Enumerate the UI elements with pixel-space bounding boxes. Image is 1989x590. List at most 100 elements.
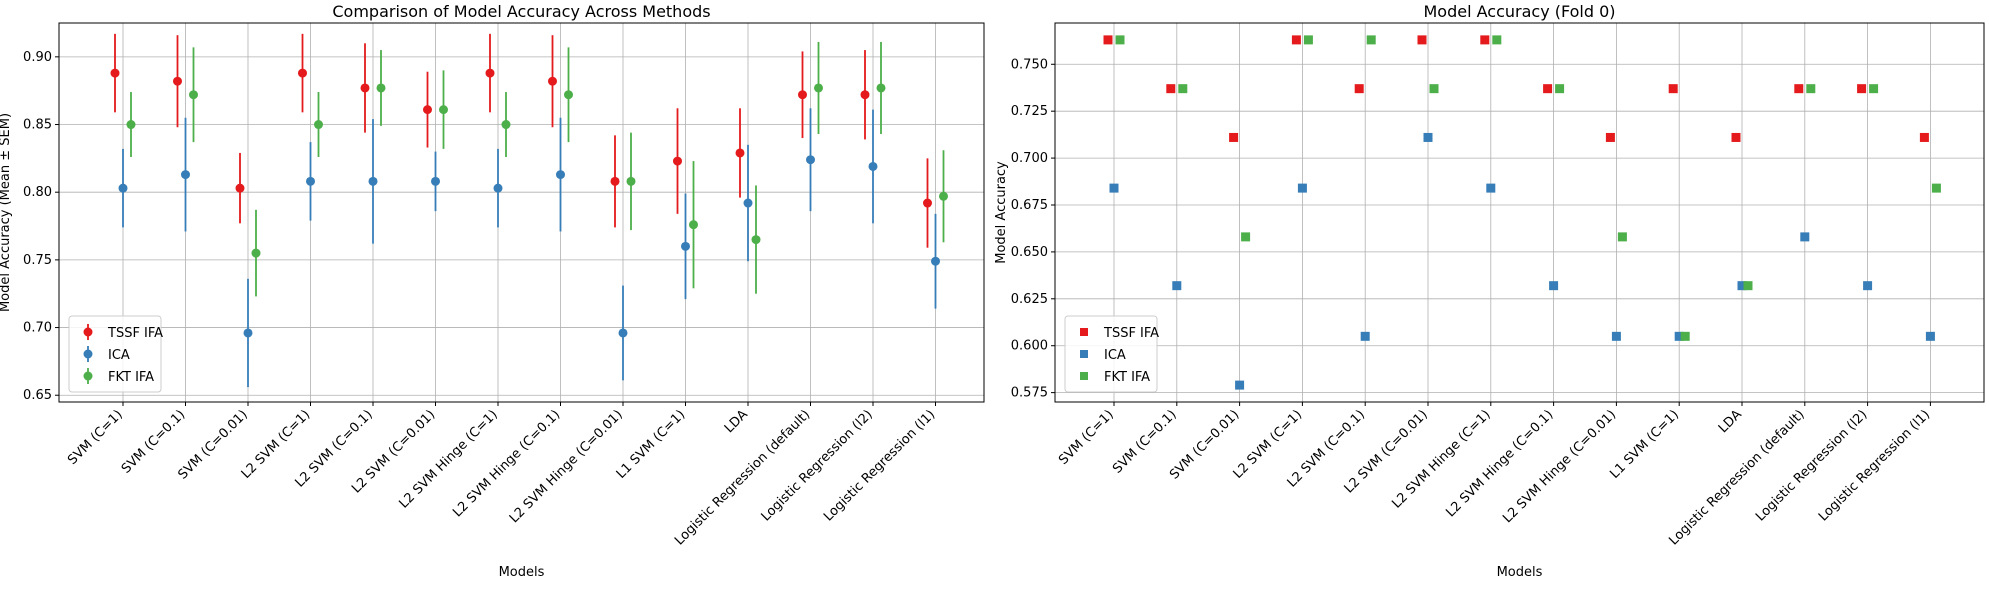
data-point xyxy=(1737,281,1747,291)
data-point xyxy=(1617,232,1627,242)
data-point xyxy=(1115,35,1125,45)
x-tick-label: L2 SVM Hinge (C=0.01) xyxy=(507,407,626,526)
x-axis-label: Models xyxy=(1497,565,1543,580)
data-point xyxy=(1423,132,1433,142)
legend-label: FKT IFA xyxy=(108,370,154,385)
data-point xyxy=(501,120,511,130)
x-tick-label: L2 SVM Hinge (C=0.01) xyxy=(1500,407,1619,526)
y-tick-label: 0.80 xyxy=(23,185,52,200)
y-tick-label: 0.600 xyxy=(1011,339,1048,354)
data-point xyxy=(1674,331,1684,341)
data-point xyxy=(1857,84,1867,94)
data-point xyxy=(118,183,128,193)
x-tick-label: SVM (C=0.1) xyxy=(1110,407,1179,476)
data-point xyxy=(1486,183,1496,193)
data-point xyxy=(1429,84,1439,94)
data-point xyxy=(876,83,886,93)
data-point xyxy=(1555,84,1565,94)
y-tick-label: 0.725 xyxy=(1011,104,1048,119)
data-point xyxy=(235,183,245,193)
legend-marker xyxy=(1080,350,1088,358)
data-point xyxy=(1605,132,1615,142)
y-tick-label: 0.675 xyxy=(1011,198,1048,213)
data-point xyxy=(181,170,190,180)
data-point xyxy=(1743,281,1753,291)
data-point xyxy=(126,120,136,130)
data-point xyxy=(689,220,698,230)
data-point xyxy=(1172,281,1182,291)
y-tick-label: 0.75 xyxy=(23,253,52,268)
data-point xyxy=(548,76,557,86)
legend-box xyxy=(68,315,162,393)
legend-marker xyxy=(83,349,93,359)
data-point xyxy=(360,83,370,93)
data-point xyxy=(1178,84,1188,94)
legend-label: TSSF IFA xyxy=(107,326,163,341)
legend-label: TSSF IFA xyxy=(1103,326,1159,341)
x-tick-label: L2 SVM Hinge (C=0.1) xyxy=(1443,407,1556,520)
y-tick-label: 0.70 xyxy=(23,321,52,336)
data-point xyxy=(618,328,628,338)
x-tick-label: LDA xyxy=(1716,407,1745,436)
plot-area-frame xyxy=(1054,22,1985,403)
data-point xyxy=(314,120,323,130)
data-point xyxy=(1291,35,1301,45)
legend-marker xyxy=(83,371,93,381)
data-point xyxy=(1354,84,1364,94)
data-point xyxy=(1166,84,1176,94)
data-point xyxy=(798,90,807,100)
chart-panel-1: 0.575 0.600 0.625 0.650 0.675 0.700 0.725 0.750… xyxy=(994,2,1985,580)
data-point xyxy=(423,105,432,115)
data-point xyxy=(110,68,120,78)
x-tick-label: SVM (C=1) xyxy=(65,407,126,468)
data-point xyxy=(189,90,198,100)
y-tick-label: 0.65 xyxy=(23,388,52,403)
data-point xyxy=(735,148,745,158)
y-tick-label: 0.625 xyxy=(1011,292,1048,307)
data-point xyxy=(1103,35,1113,45)
data-point xyxy=(923,198,932,208)
y-tick-label: 0.700 xyxy=(1011,151,1048,166)
data-point xyxy=(376,83,386,93)
chart-title: Comparison of Model Accuracy Across Meth… xyxy=(332,2,710,21)
legend-label: ICA xyxy=(108,348,130,363)
data-point xyxy=(306,176,315,186)
data-point xyxy=(1869,84,1879,94)
data-point xyxy=(610,176,620,186)
data-point xyxy=(931,256,940,266)
plot-area-frame xyxy=(58,22,985,403)
legend-marker xyxy=(1080,328,1088,336)
data-point xyxy=(1229,132,1239,142)
data-point xyxy=(751,235,761,245)
legend: TSSF IFA ICA FKT IFA xyxy=(1064,315,1159,393)
data-point xyxy=(673,156,682,166)
legend-label: ICA xyxy=(1104,348,1126,363)
data-point xyxy=(1297,183,1307,193)
data-point xyxy=(626,176,636,186)
data-point xyxy=(1492,35,1502,45)
data-point xyxy=(1925,331,1935,341)
data-point xyxy=(173,76,182,86)
data-point xyxy=(1366,35,1376,45)
x-tick-label: Logistic Regression (l2) xyxy=(759,407,876,524)
chart-title: Model Accuracy (Fold 0) xyxy=(1423,2,1615,21)
data-point xyxy=(298,68,307,78)
data-point xyxy=(1241,232,1251,242)
chart-panel-0: 0.65 0.70 0.75 0.80 0.85 0.90 SVM (C=1)SVM (C=… xyxy=(0,2,985,580)
data-point xyxy=(1611,331,1621,341)
y-tick-label: 0.750 xyxy=(1011,57,1048,72)
y-axis-label: Model Accuracy (Mean ± SEM) xyxy=(0,113,13,312)
data-point xyxy=(1794,84,1804,94)
legend-marker xyxy=(1080,372,1088,380)
data-point xyxy=(681,241,690,251)
data-point xyxy=(868,161,878,171)
data-point xyxy=(1417,35,1427,45)
y-tick-label: 0.575 xyxy=(1011,386,1048,401)
data-point xyxy=(1919,132,1929,142)
data-point xyxy=(1360,331,1370,341)
data-point xyxy=(1931,183,1941,193)
legend: TSSF IFA ICA FKT IFA xyxy=(68,315,163,393)
data-point xyxy=(439,105,448,115)
data-point xyxy=(1543,84,1553,94)
